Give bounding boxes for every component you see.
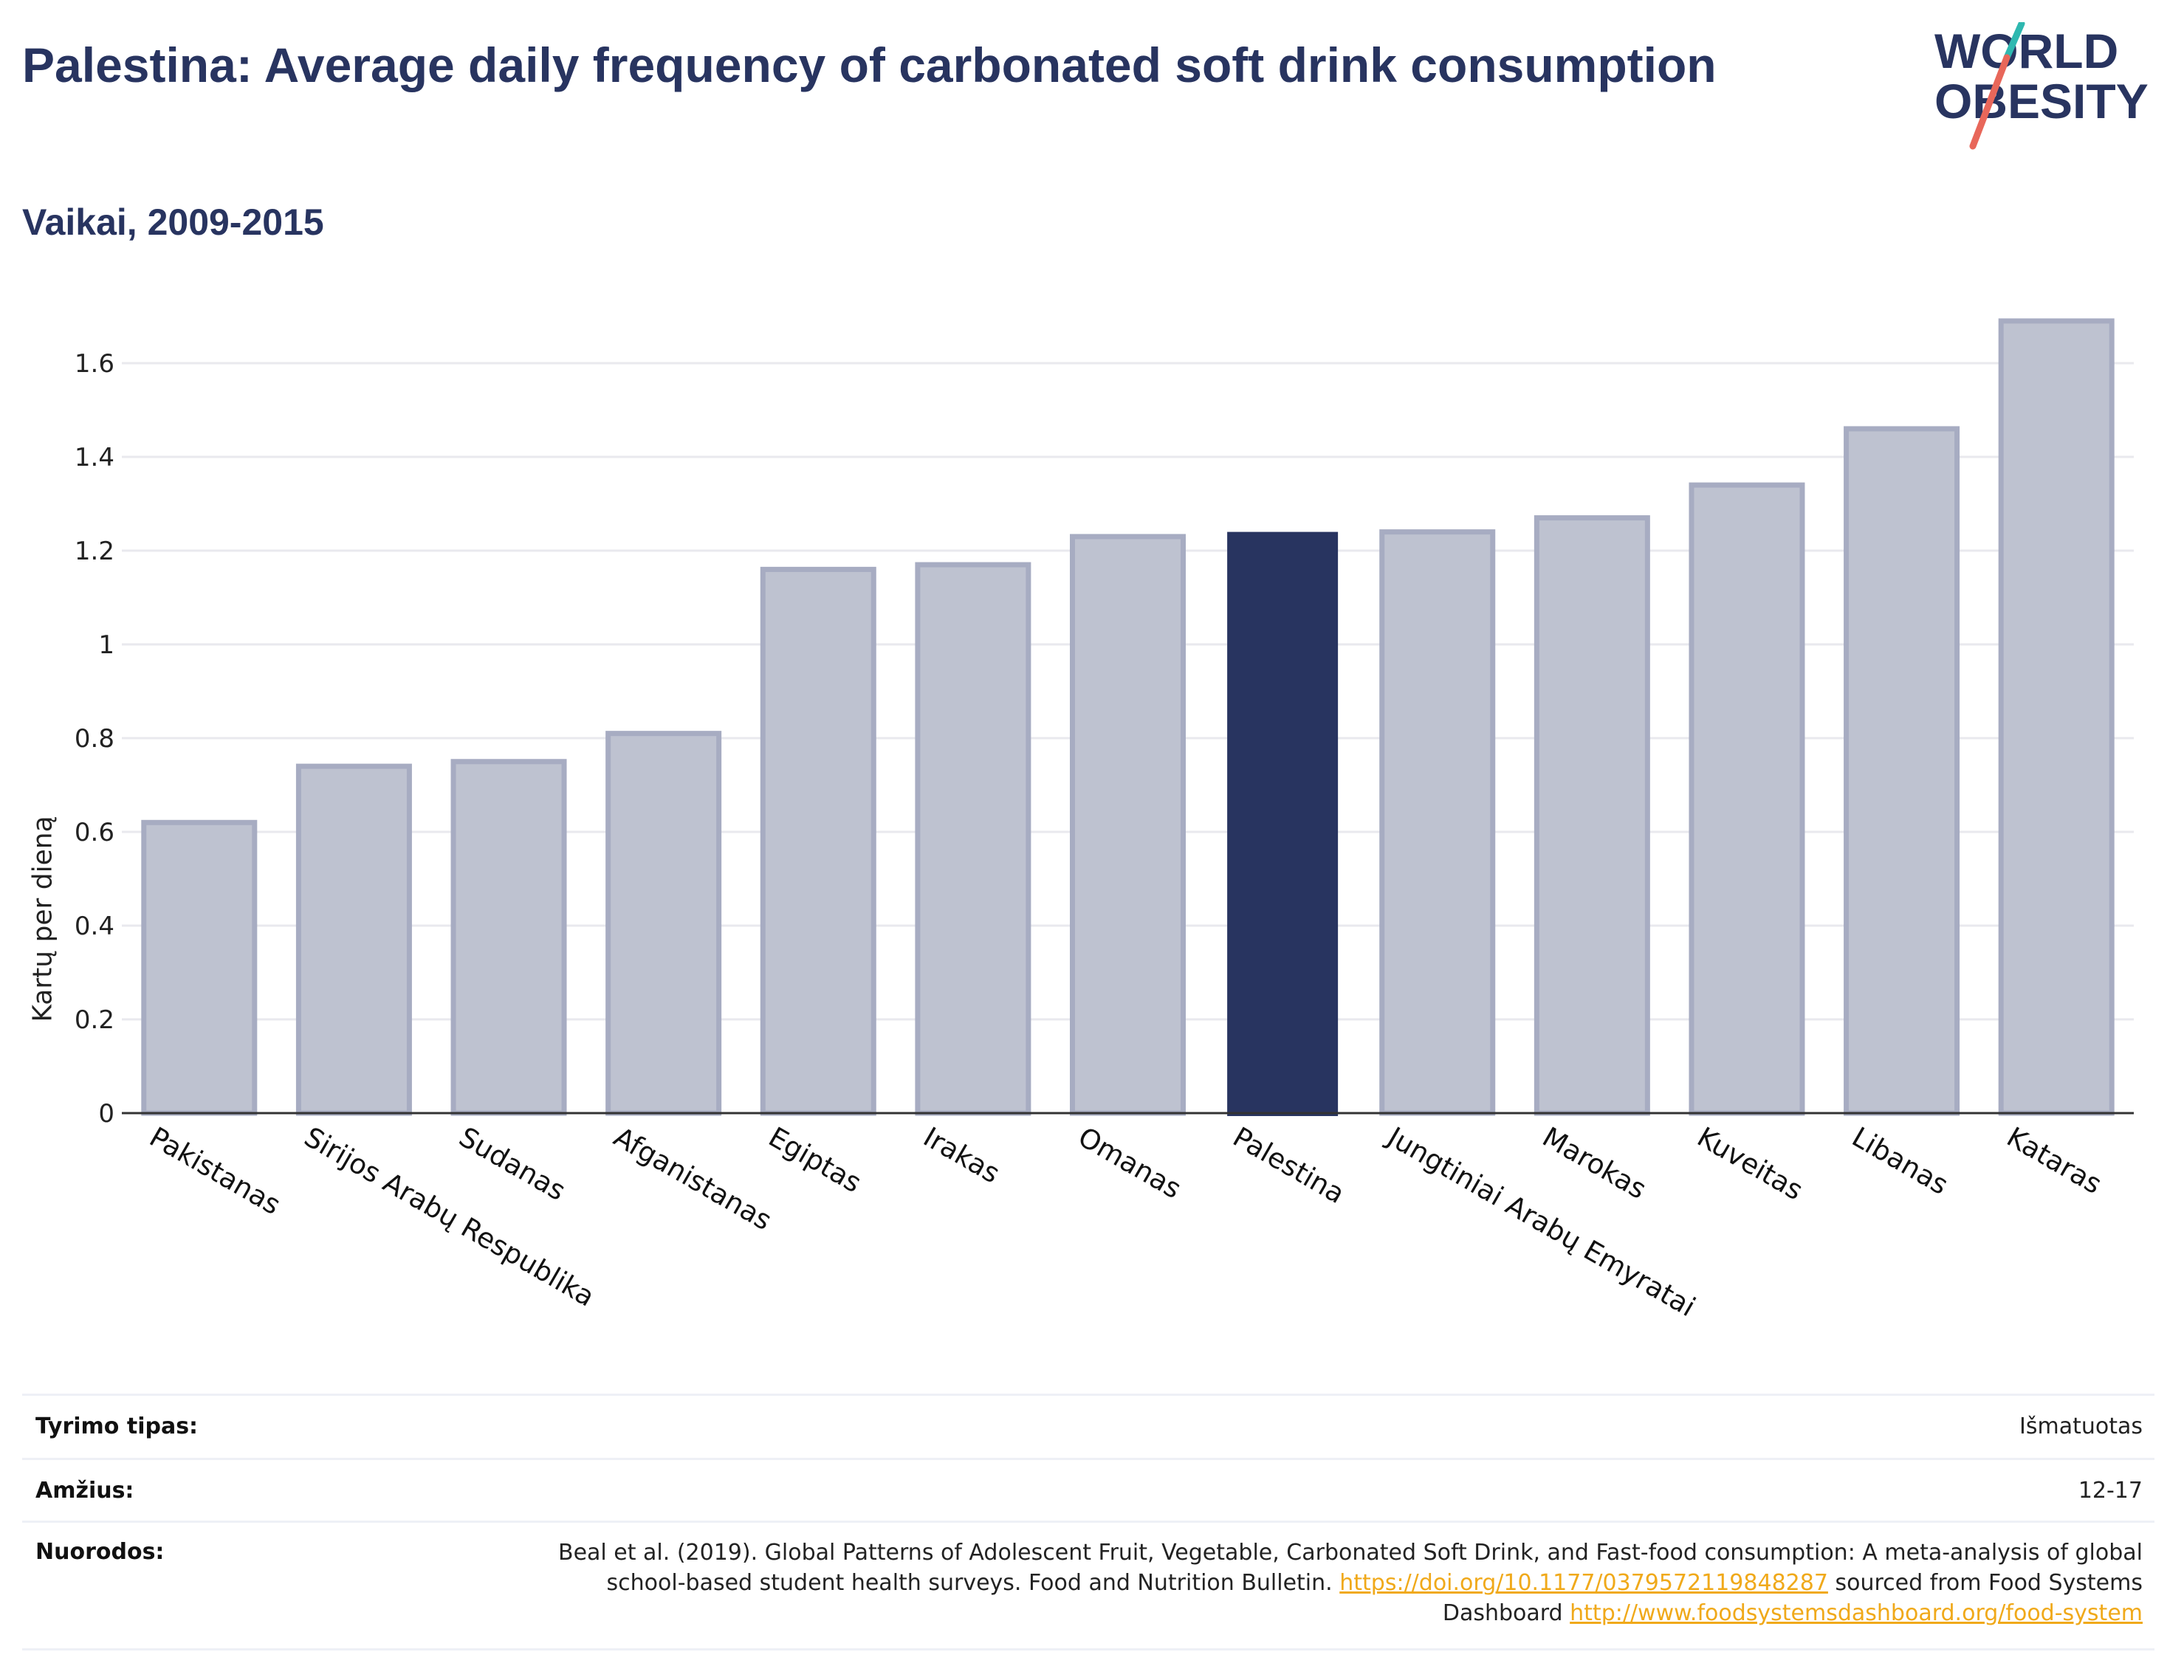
references-text-2: sourced from Food Systems Dashboard — [1442, 1570, 2143, 1626]
bar-pakistanas — [141, 819, 258, 1116]
bar-kuveitas — [1689, 482, 1805, 1116]
study-type-value: Išmatuotas — [2019, 1414, 2143, 1439]
y-axis-label: Kartų per dieną — [27, 816, 58, 1022]
x-axis-ticks: Pakistanas Sirijos Arabų RespublikaSudana… — [144, 1120, 2107, 1323]
logo-slash-teal — [2003, 22, 2025, 61]
y-tick-label: 1.6 — [75, 349, 114, 379]
x-tick-label: Jungtiniai Arabų Emyratai — [1381, 1120, 1700, 1323]
bar-chart: 0 0.2 0.4 0.6 0.8 1 1.2 1.4 1.6 Pakistanas Sirijo… — [75, 318, 2134, 1323]
bar-sudanas — [450, 759, 567, 1116]
study-type-label: Tyrimo tipas: — [35, 1414, 199, 1439]
y-axis-ticks: 0 0.2 0.4 0.6 0.8 1 1.2 1.4 1.6 — [75, 349, 114, 1129]
x-tick-label: Kataras — [2002, 1121, 2107, 1201]
logo-line2: OBESITY — [1934, 74, 2149, 128]
chart-subtitle: Vaikai, 2009-2015 — [22, 202, 324, 243]
references-text-1: Beal et al. (2019). Global Patterns of A… — [557, 1540, 2143, 1596]
bar-marokas — [1534, 515, 1650, 1116]
meta-row-study-type: Tyrimo tipas: Išmatuotas — [22, 1394, 2154, 1458]
bar-libanas — [1844, 426, 1960, 1116]
bar-kataras — [1998, 318, 2115, 1116]
x-tick-label: Afganistanas — [608, 1121, 777, 1237]
x-tick-label: Omanas — [1073, 1121, 1187, 1205]
meta-row-references: Nuorodos: Beal et al. (2019). Global Pat… — [22, 1521, 2154, 1650]
y-tick-label: 0.4 — [75, 912, 114, 941]
y-tick-label: 0.8 — [75, 724, 114, 754]
bar-palestina — [1227, 531, 1339, 1116]
food-systems-link[interactable]: http://www.foodsystemsdashboard.org/food… — [1570, 1600, 2143, 1626]
references-text: Beal et al. (2019). Global Patterns of A… — [518, 1538, 2143, 1628]
bar-irakas — [915, 562, 1031, 1116]
chart-title: Palestina: Average daily frequency of ca… — [22, 38, 1717, 92]
x-tick-label: Sudanas — [454, 1121, 571, 1207]
world-obesity-logo: WORLD OBESITY — [1934, 22, 2149, 150]
y-tick-label: 1.2 — [75, 537, 114, 566]
x-tick-label: Marokas — [1537, 1121, 1652, 1205]
bar-omanas — [1070, 534, 1186, 1116]
references-label: Nuorodos: — [35, 1539, 165, 1565]
y-tick-label: 0 — [98, 1099, 114, 1129]
x-tick-label: Irakas — [918, 1121, 1005, 1190]
meta-row-age: Amžius: 12-17 — [22, 1458, 2154, 1521]
x-tick-label: Libanas — [1847, 1121, 1954, 1201]
bar-egiptas — [760, 566, 876, 1116]
bars — [141, 318, 2115, 1116]
x-tick-label: Kuveitas — [1692, 1121, 1808, 1207]
doi-link[interactable]: https://doi.org/10.1177/0379572119848287 — [1339, 1570, 1828, 1596]
bar-afganistanas — [605, 731, 722, 1116]
y-tick-label: 0.2 — [75, 1005, 114, 1035]
y-tick-label: 1 — [98, 630, 114, 660]
y-tick-label: 0.6 — [75, 818, 114, 847]
bar-sirijos-arabų-respublika — [295, 763, 412, 1116]
x-tick-label: Pakistanas — [144, 1121, 286, 1222]
x-tick-label: Palestina — [1228, 1121, 1350, 1211]
x-tick-label: Sirijos Arabų Respublika — [299, 1121, 600, 1313]
metadata-table: Tyrimo tipas: Išmatuotas Amžius: 12-17 N… — [22, 1394, 2154, 1650]
logo-slash-red — [1969, 54, 2010, 150]
x-tick-label: Egiptas — [763, 1121, 867, 1199]
age-label: Amžius: — [35, 1478, 134, 1504]
age-value: 12-17 — [2078, 1478, 2143, 1504]
y-tick-label: 1.4 — [75, 443, 114, 472]
bar-jungtiniai-arabų-emyratai — [1379, 529, 1496, 1116]
logo-line1: WORLD — [1934, 24, 2118, 78]
